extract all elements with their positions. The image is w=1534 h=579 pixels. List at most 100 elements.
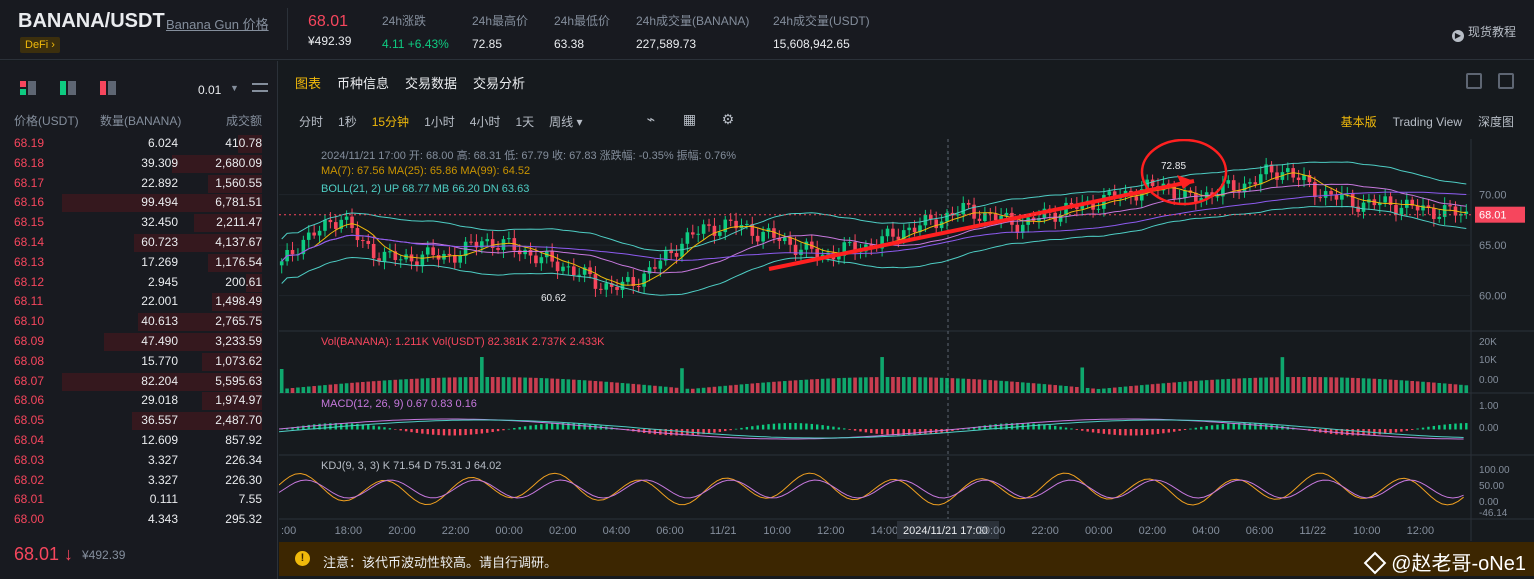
macd-bar: [1351, 429, 1354, 436]
order-book-row[interactable]: 68.12 2.945 200.61: [0, 273, 278, 293]
volume-bar: [1210, 379, 1214, 393]
volume-bar: [507, 377, 511, 393]
spot-tutorial-link[interactable]: ▶ 现货教程: [1451, 23, 1516, 42]
view-2[interactable]: 深度图: [1477, 115, 1514, 129]
interval-5[interactable]: 1天: [515, 115, 535, 129]
volume-bar: [1264, 377, 1268, 393]
volume-bar: [1129, 386, 1133, 393]
interval-4[interactable]: 4小时: [469, 115, 501, 129]
stat-label: 24h成交量(USDT): [773, 14, 870, 28]
stat-high: 24h最高价 72.85: [472, 12, 528, 51]
template-icon[interactable]: ▦: [682, 111, 697, 127]
order-book-row[interactable]: 68.18 39.309 2,680.09: [0, 154, 278, 174]
fullscreen-icon[interactable]: [1465, 73, 1482, 89]
view-0[interactable]: 基本版: [1340, 115, 1377, 129]
macd-bar: [302, 425, 305, 430]
candle-body: [1275, 172, 1279, 180]
volume-bar: [1442, 383, 1447, 393]
candle-body: [1323, 191, 1328, 198]
order-book-row[interactable]: 68.19 6.024 410.78: [0, 134, 278, 154]
chevron-down-icon[interactable]: ▼: [230, 83, 239, 93]
book-mode-both-icon[interactable]: [20, 81, 36, 95]
order-book-row[interactable]: 68.10 40.613 2,765.75: [0, 312, 278, 332]
order-book-row[interactable]: 68.08 15.770 1,073.62: [0, 352, 278, 372]
kline-chart[interactable]: 70.00 65.00 60.00 72.85 60.62 68.01 20K 10K 0.00…: [279, 139, 1534, 541]
volume-bar: [1221, 379, 1225, 393]
candle-body: [766, 228, 771, 232]
candle-body: [507, 238, 511, 240]
layout-grid-icon[interactable]: [1498, 73, 1514, 89]
order-book-row[interactable]: 68.00 4.343 295.32: [0, 510, 278, 530]
macd-bar: [394, 429, 397, 430]
order-book-row[interactable]: 68.14 60.723 4,137.67: [0, 233, 278, 253]
ohlc-legend: 2024/11/21 17:00 开: 68.00 高: 68.31 低: 67…: [321, 150, 736, 162]
book-mode-bids-icon[interactable]: [60, 81, 76, 95]
risk-warning-banner: ! 注意：该代币波动性较高。请自行调研。 @赵老哥-oNe1: [279, 542, 1534, 576]
chart-tabs: 图表 币种信息 交易数据 交易分析: [295, 73, 541, 92]
volume-bar: [296, 387, 300, 393]
order-book-row[interactable]: 68.15 32.450 2,211.47: [0, 213, 278, 233]
indicator-icon[interactable]: ⌁: [646, 111, 656, 127]
order-book-row[interactable]: 68.09 47.490 3,233.59: [0, 332, 278, 352]
tab-3[interactable]: 交易分析: [473, 76, 526, 91]
book-mode-asks-icon[interactable]: [100, 81, 116, 95]
macd-bar: [1340, 429, 1344, 435]
row-total: 2,765.75: [215, 314, 262, 329]
order-book-row[interactable]: 68.13 17.269 1,176.54: [0, 253, 278, 273]
high-marker: 72.85: [1161, 161, 1186, 172]
volume-bar: [550, 378, 554, 393]
volume-bar: [1102, 388, 1106, 393]
candle-body: [907, 227, 911, 231]
order-book-row[interactable]: 68.06 29.018 1,974.97: [0, 391, 278, 411]
view-1[interactable]: Trading View: [1392, 115, 1462, 129]
order-book-row[interactable]: 68.01 0.111 7.55: [0, 490, 278, 510]
candle-body: [1421, 205, 1425, 211]
interval-2[interactable]: 15分钟: [371, 115, 410, 129]
order-book-row[interactable]: 68.16 99.494 6,781.51: [0, 193, 278, 213]
candle-body: [1150, 179, 1155, 187]
order-book-row[interactable]: 68.03 3.327 226.34: [0, 451, 278, 471]
token-name-link[interactable]: Banana Gun 价格: [166, 17, 269, 32]
macd-bar: [978, 426, 981, 430]
volume-bar: [966, 378, 971, 393]
precision-select[interactable]: 0.01: [198, 83, 222, 97]
volume-bar: [988, 380, 993, 393]
stat-label: 24h最高价: [472, 14, 529, 28]
order-book-row[interactable]: 68.04 12.609 857.92: [0, 431, 278, 451]
interval-0[interactable]: 分时: [299, 115, 324, 129]
settings-sliders-icon[interactable]: [252, 81, 268, 95]
candle-body: [1377, 202, 1382, 206]
volume-bar: [1307, 377, 1312, 393]
order-book-row[interactable]: 68.05 36.557 2,487.70: [0, 411, 278, 431]
order-book-row[interactable]: 68.02 3.327 226.30: [0, 471, 278, 491]
macd-bar: [767, 424, 770, 430]
tab-1[interactable]: 币种信息: [337, 76, 390, 91]
tab-0[interactable]: 图表: [295, 76, 322, 91]
candle-body: [674, 253, 679, 257]
candle-body: [1242, 183, 1247, 193]
macd-bar: [561, 423, 565, 430]
macd-bar: [1383, 429, 1387, 434]
macd-bar: [1091, 429, 1095, 433]
candle-body: [388, 251, 392, 253]
order-book-row[interactable]: 68.07 82.204 5,595.63: [0, 372, 278, 392]
interval-1[interactable]: 1秒: [338, 115, 357, 129]
volume-bar: [1118, 387, 1122, 393]
tab-2[interactable]: 交易数据: [405, 76, 458, 91]
volume-bar: [382, 380, 387, 393]
order-book-row[interactable]: 68.17 22.892 1,560.55: [0, 174, 278, 194]
volume-bar: [701, 387, 706, 393]
category-tag[interactable]: DeFi ›: [20, 37, 60, 53]
candle-body: [885, 228, 890, 237]
volume-bar: [306, 386, 311, 393]
gear-icon[interactable]: ⚙: [721, 111, 735, 127]
interval-6[interactable]: 周线 ▾: [549, 115, 583, 129]
candle-body: [663, 249, 668, 261]
macd-bar: [1264, 424, 1268, 430]
volume-bar: [333, 384, 338, 393]
interval-3[interactable]: 1小时: [424, 115, 455, 129]
order-book-row[interactable]: 68.11 22.001 1,498.49: [0, 292, 278, 312]
candle-body: [312, 232, 316, 236]
row-total: 1,560.55: [215, 175, 262, 190]
macd-bar: [1362, 429, 1365, 436]
